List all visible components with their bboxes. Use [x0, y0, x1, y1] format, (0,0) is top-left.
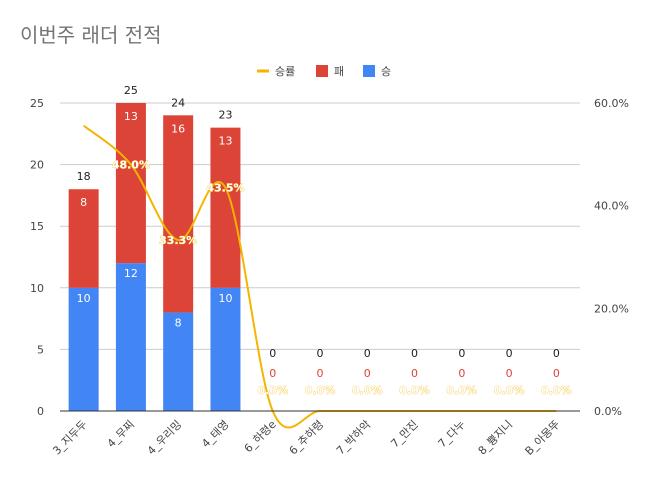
loss-value-label: 0 — [317, 367, 324, 380]
left-tick-label: 15 — [30, 220, 44, 233]
total-value-label: 0 — [506, 347, 513, 360]
category-tick-label: 8_쁑지니 — [476, 418, 515, 457]
total-value-label: 0 — [269, 347, 276, 360]
loss-value-label: 0 — [506, 367, 513, 380]
legend-label: 패 — [334, 65, 344, 78]
total-value-label: 25 — [124, 84, 138, 97]
chart-title: 이번주 래더 전적 — [20, 23, 162, 47]
category-tick-label: 7_다누 — [436, 418, 468, 450]
rate-line-path — [83, 124, 557, 429]
legend-label: 승 — [381, 65, 391, 78]
left-tick-label: 25 — [30, 97, 44, 110]
win-value-label: 0 — [269, 384, 276, 397]
rate-value-label: 0.0% — [494, 384, 525, 397]
win-value-label: 8 — [175, 316, 182, 329]
data-labels: 1081812132581624101323000000000000000000… — [77, 84, 572, 397]
total-value-label: 0 — [364, 347, 371, 360]
category-tick-label: 6_하령e — [241, 417, 279, 455]
bar-win — [68, 287, 99, 411]
right-tick-label: 0.0% — [594, 405, 622, 418]
total-value-label: 0 — [317, 347, 324, 360]
win-value-label: 10 — [218, 292, 232, 305]
bars — [68, 103, 241, 411]
total-value-label: 23 — [218, 109, 232, 122]
total-value-label: 0 — [553, 347, 560, 360]
rate-value-label: 0.0% — [257, 384, 288, 397]
loss-value-label: 0 — [411, 367, 418, 380]
left-tick-label: 20 — [30, 159, 44, 172]
grid — [60, 102, 580, 350]
win-value-label: 0 — [411, 384, 418, 397]
loss-value-label: 0 — [364, 367, 371, 380]
rate-value-label: 0.0% — [352, 384, 383, 397]
win-value-label: 0 — [506, 384, 513, 397]
rate-value-label: 0.0% — [399, 384, 430, 397]
loss-value-label: 0 — [458, 367, 465, 380]
left-tick-label: 5 — [37, 343, 44, 356]
legend: 승률 패 승 — [257, 65, 391, 78]
rate-value-label: 0.0% — [541, 384, 572, 397]
rate-value-label: 0.0% — [447, 384, 478, 397]
loss-value-label: 13 — [124, 110, 138, 123]
category-tick-label: 7_박하악 — [333, 417, 373, 457]
bar-loss — [210, 127, 241, 288]
category-tick-label: 3_지두두 — [50, 418, 89, 457]
rate-value-label: 33.3% — [159, 234, 197, 247]
win-value-label: 0 — [364, 384, 371, 397]
legend-swatch — [316, 65, 328, 77]
total-value-label: 0 — [458, 347, 465, 360]
bar-loss — [163, 115, 194, 313]
category-tick-label: 7_만진 — [388, 418, 420, 450]
bar-win — [115, 263, 146, 411]
left-tick-label: 10 — [30, 282, 44, 295]
bar-loss — [115, 103, 146, 264]
win-value-label: 0 — [458, 384, 465, 397]
category-tick-label: 4_우리밍 — [145, 418, 184, 457]
win-value-label: 0 — [317, 384, 324, 397]
loss-value-label: 0 — [553, 367, 560, 380]
legend-swatch — [363, 65, 375, 77]
rate-line — [83, 124, 557, 429]
rate-value-label: 48.0% — [112, 159, 150, 172]
legend-label: 승률 — [275, 65, 295, 78]
loss-value-label: 13 — [218, 135, 232, 148]
category-tick-label: 6_추하령 — [286, 417, 326, 457]
category-tick-label: 4_태영 — [199, 418, 231, 450]
win-value-label: 0 — [553, 384, 560, 397]
loss-value-label: 8 — [80, 196, 87, 209]
right-tick-label: 60.0% — [594, 97, 629, 110]
bar-win — [163, 312, 194, 411]
bar-loss — [68, 189, 99, 288]
right-tick-label: 40.0% — [594, 200, 629, 213]
loss-value-label: 0 — [269, 367, 276, 380]
total-value-label: 0 — [411, 347, 418, 360]
loss-value-label: 16 — [171, 122, 185, 135]
category-tick-label: 4_무찌 — [105, 418, 137, 450]
win-value-label: 10 — [77, 292, 91, 305]
right-tick-label: 20.0% — [594, 302, 629, 315]
win-value-label: 12 — [124, 267, 138, 280]
rate-value-label: 0.0% — [305, 384, 336, 397]
bar-win — [210, 287, 241, 411]
left-tick-label: 0 — [37, 405, 44, 418]
rate-value-label: 43.5% — [206, 182, 244, 195]
total-value-label: 18 — [77, 170, 91, 183]
category-tick-label: B_아몽뚜 — [523, 418, 563, 458]
total-value-label: 24 — [171, 96, 185, 109]
